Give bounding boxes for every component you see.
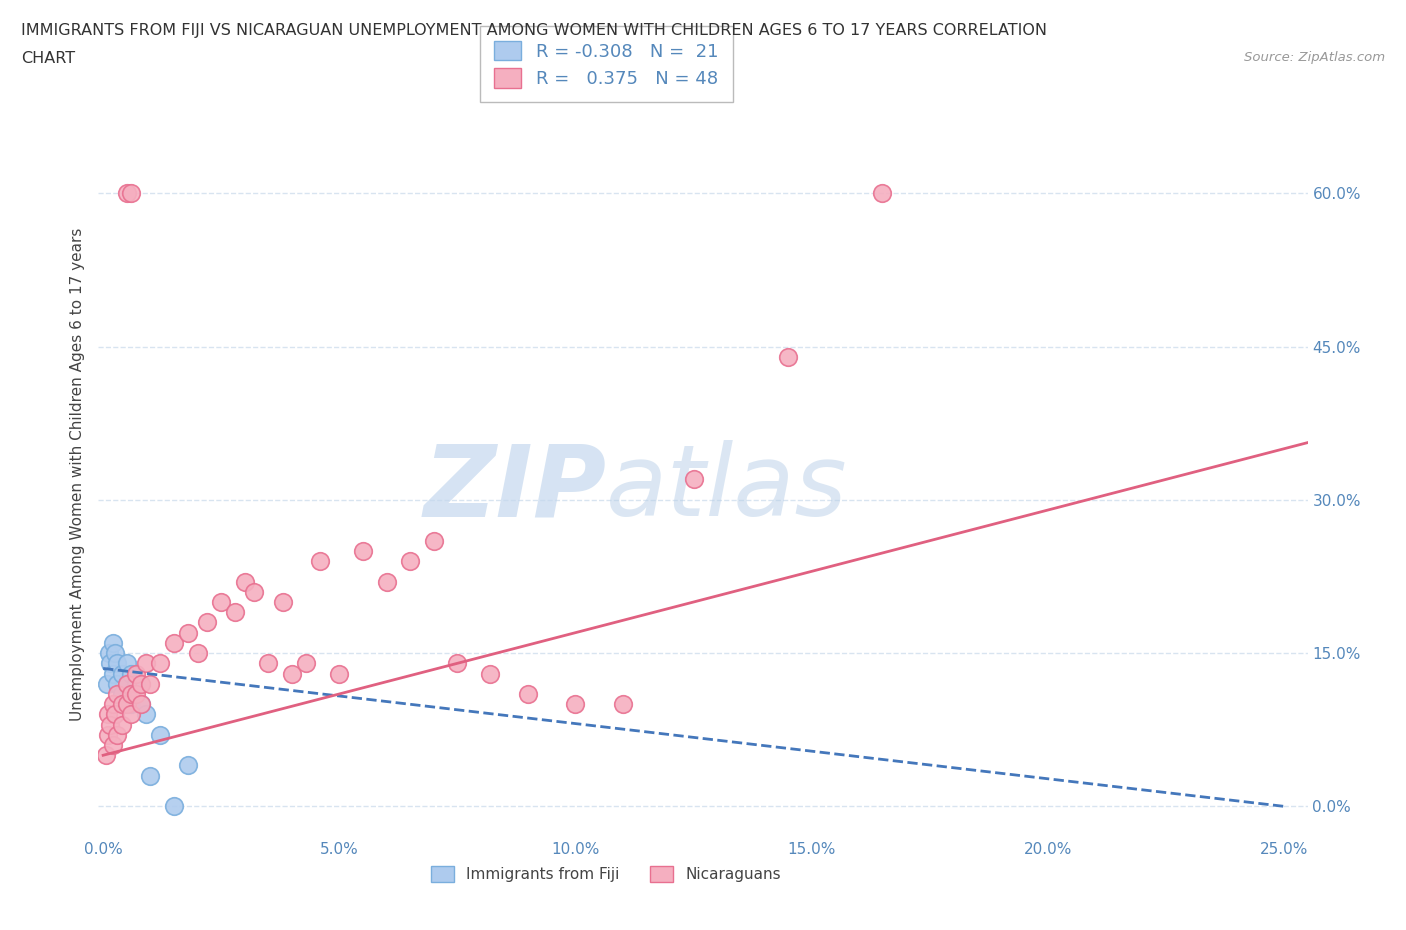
Point: [682, 472, 704, 486]
Point: [104, 645, 127, 660]
Point: [135, 656, 157, 671]
Point: [281, 666, 304, 681]
Point: [115, 676, 138, 691]
Point: [129, 676, 152, 691]
Point: [115, 676, 138, 691]
Point: [209, 594, 232, 609]
Point: [94, 748, 117, 763]
Point: [163, 635, 186, 650]
Point: [423, 533, 446, 548]
Legend: Immigrants from Fiji, Nicaraguans: Immigrants from Fiji, Nicaraguans: [419, 855, 793, 895]
Point: [517, 686, 540, 701]
Text: Source: ZipAtlas.com: Source: ZipAtlas.com: [1244, 51, 1385, 64]
Point: [121, 686, 143, 701]
Point: [125, 666, 148, 681]
Point: [776, 350, 799, 365]
Point: [121, 666, 143, 681]
Point: [187, 645, 209, 660]
Text: IMMIGRANTS FROM FIJI VS NICARAGUAN UNEMPLOYMENT AMONG WOMEN WITH CHILDREN AGES 6: IMMIGRANTS FROM FIJI VS NICARAGUAN UNEMP…: [21, 23, 1047, 38]
Point: [328, 666, 350, 681]
Point: [115, 186, 138, 201]
Point: [163, 799, 186, 814]
Point: [125, 676, 148, 691]
Point: [98, 717, 121, 732]
Point: [129, 697, 152, 711]
Point: [96, 676, 118, 691]
Point: [233, 574, 256, 589]
Point: [257, 656, 280, 671]
Point: [121, 697, 143, 711]
Point: [375, 574, 398, 589]
Point: [111, 686, 134, 701]
Point: [129, 697, 152, 711]
Text: ZIP: ZIP: [423, 440, 606, 538]
Point: [97, 707, 120, 722]
Point: [121, 707, 143, 722]
Point: [243, 584, 266, 599]
Point: [97, 645, 120, 660]
Text: CHART: CHART: [21, 51, 75, 66]
Point: [177, 625, 200, 640]
Point: [271, 594, 294, 609]
Point: [111, 697, 134, 711]
Point: [564, 697, 586, 711]
Point: [101, 635, 124, 650]
Point: [399, 553, 422, 568]
Point: [98, 656, 121, 671]
Point: [111, 717, 134, 732]
Point: [177, 758, 200, 773]
Point: [101, 666, 124, 681]
Point: [195, 615, 218, 630]
Point: [111, 666, 134, 681]
Point: [139, 768, 162, 783]
Point: [479, 666, 502, 681]
Point: [101, 697, 124, 711]
Point: [101, 737, 124, 752]
Point: [295, 656, 318, 671]
Point: [224, 604, 246, 619]
Point: [105, 686, 128, 701]
Point: [115, 656, 138, 671]
Point: [446, 656, 468, 671]
Point: [105, 727, 128, 742]
Text: atlas: atlas: [606, 440, 848, 538]
Point: [149, 727, 172, 742]
Point: [115, 697, 138, 711]
Y-axis label: Unemployment Among Women with Children Ages 6 to 17 years: Unemployment Among Women with Children A…: [69, 228, 84, 721]
Point: [872, 186, 894, 201]
Point: [97, 727, 120, 742]
Point: [309, 553, 332, 568]
Point: [121, 186, 143, 201]
Point: [125, 686, 148, 701]
Point: [105, 676, 128, 691]
Point: [105, 656, 128, 671]
Point: [104, 707, 127, 722]
Point: [149, 656, 172, 671]
Point: [612, 697, 634, 711]
Point: [135, 707, 157, 722]
Point: [139, 676, 162, 691]
Point: [352, 543, 374, 558]
